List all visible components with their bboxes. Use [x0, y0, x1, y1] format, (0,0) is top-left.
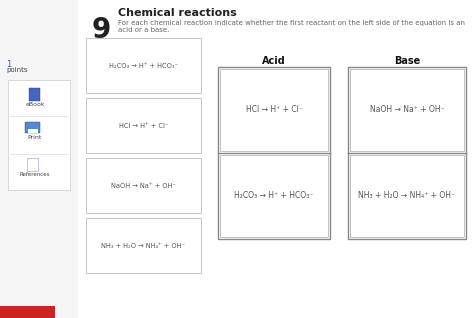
Text: Base: Base: [394, 56, 420, 66]
FancyBboxPatch shape: [220, 155, 328, 237]
FancyBboxPatch shape: [350, 69, 464, 151]
FancyBboxPatch shape: [218, 67, 330, 239]
FancyBboxPatch shape: [26, 121, 40, 133]
Text: NH₃ + H₂O → NH₄⁺ + OH⁻: NH₃ + H₂O → NH₄⁺ + OH⁻: [358, 191, 456, 201]
Text: References: References: [20, 172, 50, 177]
FancyBboxPatch shape: [350, 155, 464, 237]
Text: H₂CO₃ → H⁺ + HCO₃⁻: H₂CO₃ → H⁺ + HCO₃⁻: [234, 191, 314, 201]
FancyBboxPatch shape: [348, 67, 466, 239]
FancyBboxPatch shape: [0, 0, 78, 318]
FancyBboxPatch shape: [86, 218, 201, 273]
FancyBboxPatch shape: [0, 306, 55, 318]
Text: For each chemical reaction indicate whether the first reactant on the left side : For each chemical reaction indicate whet…: [118, 20, 465, 33]
Text: points: points: [6, 67, 27, 73]
Text: NaOH → Na⁺ + OH⁻: NaOH → Na⁺ + OH⁻: [370, 106, 444, 114]
FancyBboxPatch shape: [86, 98, 201, 153]
FancyBboxPatch shape: [27, 157, 38, 170]
Text: eBook: eBook: [25, 102, 45, 107]
Text: Acid: Acid: [262, 56, 286, 66]
FancyBboxPatch shape: [28, 129, 38, 133]
Text: Print: Print: [28, 135, 42, 140]
Text: Chemical reactions: Chemical reactions: [118, 8, 237, 18]
FancyBboxPatch shape: [29, 87, 40, 100]
Text: HCl → H⁺ + Cl⁻: HCl → H⁺ + Cl⁻: [119, 122, 168, 128]
Text: 9: 9: [92, 16, 111, 44]
FancyBboxPatch shape: [86, 38, 201, 93]
Text: NH₃ + H₂O → NH₄⁺ + OH⁻: NH₃ + H₂O → NH₄⁺ + OH⁻: [101, 243, 185, 248]
Text: 1: 1: [6, 60, 11, 69]
Text: NaOH → Na⁺ + OH⁻: NaOH → Na⁺ + OH⁻: [111, 183, 176, 189]
FancyBboxPatch shape: [8, 80, 70, 190]
FancyBboxPatch shape: [86, 158, 201, 213]
Text: H₂CO₃ → H⁺ + HCO₃⁻: H₂CO₃ → H⁺ + HCO₃⁻: [109, 63, 178, 68]
FancyBboxPatch shape: [78, 0, 474, 318]
Text: HCl → H⁺ + Cl⁻: HCl → H⁺ + Cl⁻: [246, 106, 302, 114]
FancyBboxPatch shape: [220, 69, 328, 151]
